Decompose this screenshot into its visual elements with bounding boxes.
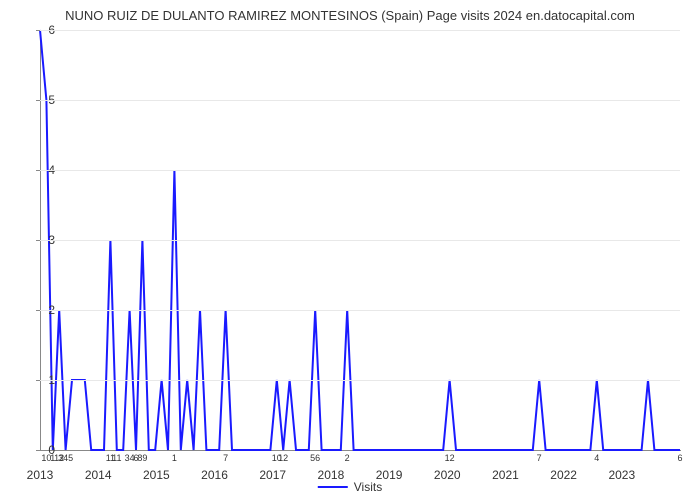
xtick-year: 2016 [201, 468, 228, 482]
gridline [40, 240, 680, 241]
point-label: 89 [137, 453, 147, 463]
xtick-year: 2015 [143, 468, 170, 482]
xtick-year: 2013 [27, 468, 54, 482]
point-label: 7 [223, 453, 228, 463]
point-label: 1 [172, 453, 177, 463]
gridline [40, 170, 680, 171]
gridline [40, 30, 680, 31]
legend-swatch [318, 486, 348, 488]
xtick-year: 2019 [376, 468, 403, 482]
gridline [40, 380, 680, 381]
xtick-year: 2017 [259, 468, 286, 482]
xtick-year: 2023 [608, 468, 635, 482]
point-label: 345 [58, 453, 73, 463]
gridline [40, 310, 680, 311]
ytick-mark [36, 450, 40, 451]
xtick-year: 2022 [550, 468, 577, 482]
legend-label: Visits [354, 480, 382, 494]
gridline [40, 100, 680, 101]
chart-legend: Visits [318, 480, 382, 494]
point-label: 12 [445, 453, 455, 463]
visits-chart: NUNO RUIZ DE DULANTO RAMIREZ MONTESINOS … [0, 0, 700, 500]
point-label: 12 [278, 453, 288, 463]
chart-title: NUNO RUIZ DE DULANTO RAMIREZ MONTESINOS … [65, 8, 635, 23]
xtick-year: 2021 [492, 468, 519, 482]
xtick-year: 2018 [318, 468, 345, 482]
xtick-year: 2014 [85, 468, 112, 482]
point-label: 2 [345, 453, 350, 463]
point-label: 6 [677, 453, 682, 463]
point-label: 4 [594, 453, 599, 463]
point-label: 11 [112, 453, 121, 463]
point-label: 56 [310, 453, 320, 463]
xtick-year: 2020 [434, 468, 461, 482]
point-label: 7 [537, 453, 542, 463]
